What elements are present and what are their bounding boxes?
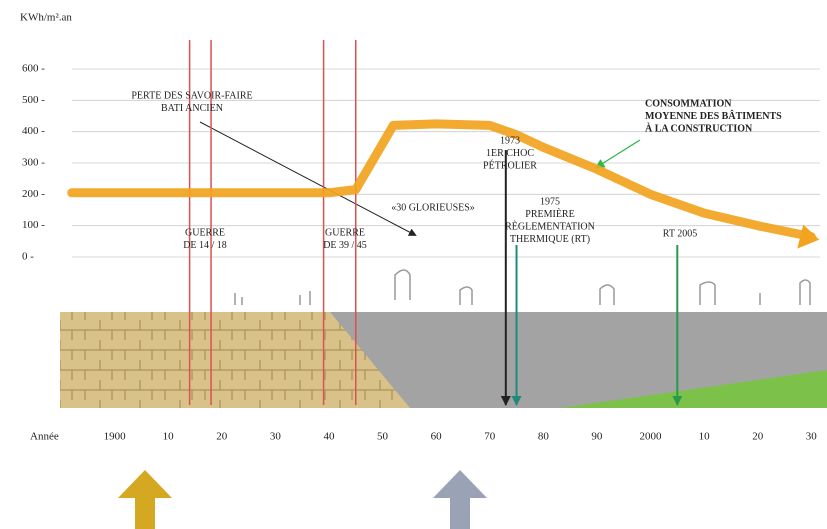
x-tick-label: 10	[699, 431, 711, 443]
x-tick-label: 1900	[104, 431, 127, 443]
marker-arrowhead	[511, 396, 522, 406]
houses	[234, 269, 811, 305]
annotation: THERMIQUE (RT)	[510, 234, 590, 245]
y-tick-label: 300 -	[22, 157, 45, 169]
y-tick-label: 200 -	[22, 188, 45, 200]
y-tick-label: 100 -	[22, 219, 45, 231]
x-tick-label: 30	[270, 431, 282, 443]
line-arrowhead	[797, 224, 820, 249]
y-tick-label: 600 -	[22, 63, 45, 75]
annotation: GUERRE	[325, 227, 365, 238]
annotation: RÈGLEMENTATION	[505, 220, 595, 232]
annotation: 1ER CHOC	[486, 148, 534, 159]
annotation: CONSOMMATION	[645, 98, 732, 109]
y-axis-label: KWh/m².an	[20, 12, 72, 24]
x-tick-label: 20	[216, 431, 228, 443]
annotation: DE 14 / 18	[183, 240, 227, 251]
x-tick-label: 60	[431, 431, 443, 443]
data-line	[67, 119, 816, 242]
illustration	[60, 121, 827, 529]
marker-arrowhead	[500, 396, 511, 406]
x-tick-label: 70	[484, 431, 496, 443]
gold-arrow	[118, 470, 172, 529]
y-tick-label: 0 -	[22, 251, 34, 263]
annotation: BATI ANCIEN	[161, 103, 223, 114]
annotation-arrow	[199, 121, 417, 236]
x-tick-label: 50	[377, 431, 389, 443]
annotation: À LA CONSTRUCTION	[645, 122, 753, 134]
annotation: 1973	[500, 135, 520, 146]
annotation: DE 39 / 45	[323, 240, 367, 251]
y-tick-label: 400 -	[22, 125, 45, 137]
marker-arrowhead	[672, 396, 683, 406]
x-tick-label: 40	[323, 431, 335, 443]
grey-arrow	[433, 470, 487, 529]
x-tick-label: 20	[752, 431, 764, 443]
stone-wall	[60, 312, 410, 408]
x-tick-label: 90	[591, 431, 603, 443]
annotation: PÉTROLIER	[483, 159, 537, 171]
x-tick-label: 2000	[640, 431, 663, 443]
y-tick-label: 500 -	[22, 94, 45, 106]
x-tick-label: 80	[538, 431, 550, 443]
annotation: PREMIÈRE	[525, 208, 574, 220]
grass	[560, 370, 827, 408]
annotation: GUERRE	[185, 227, 225, 238]
annotation: 1975	[540, 196, 560, 207]
x-tick-label: 30	[806, 431, 818, 443]
x-axis-label: Année	[30, 431, 59, 443]
annotation: MOYENNE DES BÂTIMENTS	[645, 110, 782, 122]
annotation: RT 2005	[663, 228, 698, 239]
annotation: PERTE DES SAVOIR-FAIRE	[131, 90, 252, 101]
x-tick-label: 10	[163, 431, 175, 443]
annotation-arrow	[594, 139, 641, 169]
annotation: «30 GLORIEUSES»	[391, 202, 475, 213]
